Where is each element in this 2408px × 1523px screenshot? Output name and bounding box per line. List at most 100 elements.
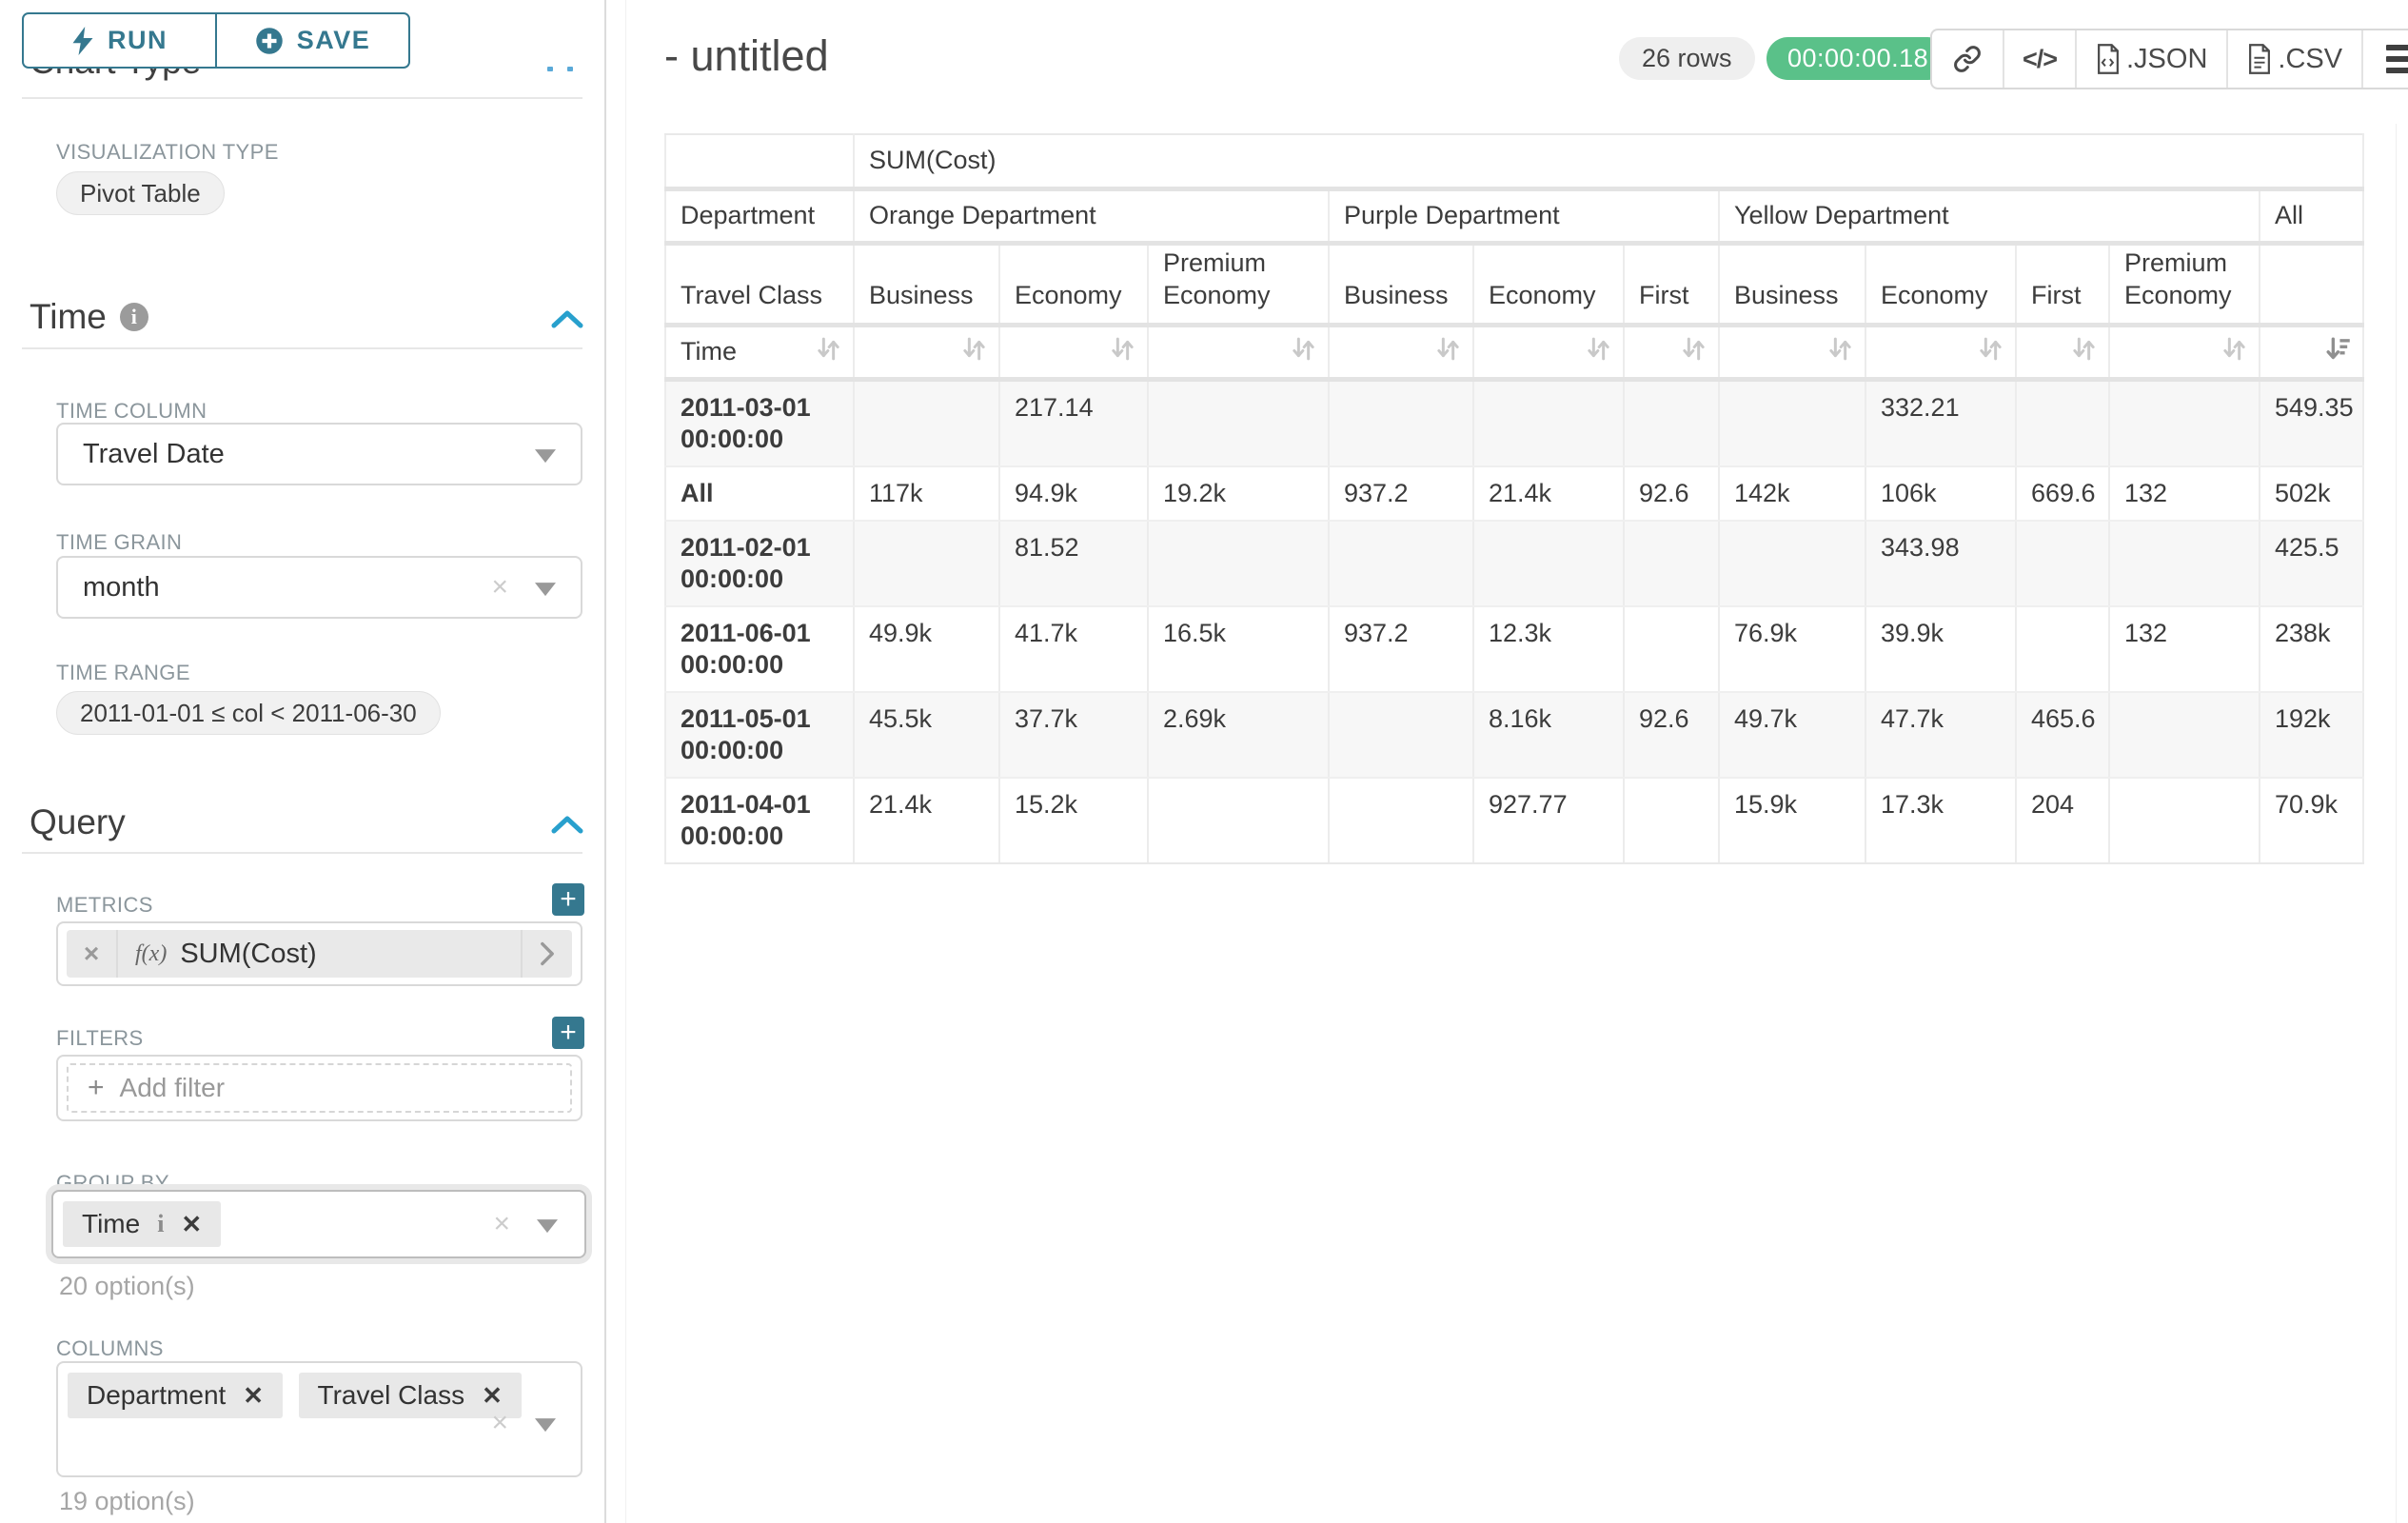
chevron-up-icon[interactable]	[550, 813, 584, 836]
time-column-select[interactable]: Travel Date	[56, 423, 582, 485]
embed-code-button[interactable]: </>	[2004, 30, 2077, 88]
run-button[interactable]: RUN	[22, 12, 216, 69]
section-divider	[22, 347, 582, 349]
panel-resize-handle[interactable]	[547, 67, 573, 71]
row-key-cell: 2011-06-01 00:00:00	[664, 605, 855, 693]
value-cell	[1623, 520, 1720, 607]
add-metric-button[interactable]: +	[552, 883, 584, 916]
table-row: All 117k 94.9k 19.2k 937.2 21.4k 92.6 142k 106k 6…	[664, 465, 2364, 522]
sort-icon[interactable]	[2220, 334, 2249, 370]
column-leaf-header	[2259, 243, 2364, 327]
value-cell	[2015, 605, 2110, 693]
metric-value: SUM(Cost)	[180, 938, 317, 969]
value-cell: 19.2k	[1147, 465, 1330, 522]
chart-title: - untitled	[664, 31, 829, 80]
export-csv-button[interactable]: .CSV	[2228, 30, 2364, 88]
value-cell: 343.98	[1865, 520, 2017, 607]
time-range-pill[interactable]: 2011-01-01 ≤ col < 2011-06-30	[56, 691, 441, 735]
sort-cell[interactable]	[1865, 325, 2017, 382]
sort-cell[interactable]	[2015, 325, 2110, 382]
value-cell: 49.9k	[853, 605, 1000, 693]
value-cell: 669.6	[2015, 465, 2110, 522]
sort-cell[interactable]	[853, 325, 1000, 382]
remove-chip-icon[interactable]: ✕	[181, 1209, 203, 1238]
sort-icon[interactable]	[1289, 334, 1318, 370]
column-group-header: Orange Department	[853, 188, 1330, 246]
save-button[interactable]: SAVE	[216, 12, 410, 69]
clear-x-icon[interactable]: ×	[491, 1407, 508, 1438]
sort-cell[interactable]	[1147, 325, 1330, 382]
add-filter-plus-button[interactable]: +	[552, 1017, 584, 1049]
remove-chip-icon[interactable]: ✕	[243, 1380, 265, 1410]
remove-metric-icon[interactable]: ×	[67, 930, 118, 978]
panel-edge-line	[625, 0, 626, 1523]
value-cell: 70.9k	[2259, 777, 2364, 864]
sort-icon[interactable]	[1108, 334, 1137, 370]
metric-body: f(x) SUM(Cost)	[118, 939, 521, 970]
hamburger-menu-icon	[2386, 45, 2408, 73]
time-section-header[interactable]: Time i	[30, 297, 148, 337]
column-group-header: All	[2259, 188, 2364, 246]
json-file-icon	[2098, 44, 2119, 74]
value-cell: 192k	[2259, 691, 2364, 779]
sort-icon[interactable]	[2069, 334, 2099, 370]
row-dimension-label[interactable]: Time	[664, 325, 855, 382]
columns-chip-travel-class[interactable]: Travel Class ✕	[298, 1373, 522, 1418]
columns-select[interactable]: Department ✕ Travel Class ✕ ×	[56, 1361, 582, 1477]
filters-control: + Add filter	[56, 1055, 582, 1121]
sort-cell[interactable]	[1718, 325, 1866, 382]
metric-pill[interactable]: × f(x) SUM(Cost)	[67, 930, 572, 978]
sort-icon[interactable]	[1433, 334, 1463, 370]
sort-cell[interactable]	[998, 325, 1149, 382]
sort-cell[interactable]	[2108, 325, 2260, 382]
remove-chip-icon[interactable]: ✕	[482, 1380, 503, 1410]
plus-circle-icon	[255, 27, 283, 54]
value-cell: 204	[2015, 777, 2110, 864]
column-leaf-header: Premium Economy	[2108, 243, 2260, 327]
section-divider	[22, 852, 582, 854]
value-cell	[1472, 379, 1625, 467]
chevron-up-icon[interactable]	[550, 307, 584, 330]
value-cell: 76.9k	[1718, 605, 1866, 693]
caret-down-icon	[535, 583, 556, 597]
sort-icon[interactable]	[1679, 334, 1708, 370]
expand-metric-icon[interactable]	[521, 930, 572, 978]
sort-cell[interactable]	[1623, 325, 1720, 382]
sort-desc-icon[interactable]	[2323, 334, 2353, 370]
share-link-button[interactable]	[1932, 30, 2004, 88]
viz-type-pill[interactable]: Pivot Table	[56, 171, 225, 215]
value-cell	[1147, 777, 1330, 864]
columns-options-hint: 19 option(s)	[59, 1487, 195, 1515]
group-by-select[interactable]: Time i ✕ ×	[51, 1190, 586, 1258]
value-cell: 238k	[2259, 605, 2364, 693]
column-leaf-header: Economy	[998, 243, 1149, 327]
sort-icon[interactable]	[1826, 334, 1855, 370]
row-key-cell: 2011-04-01 00:00:00	[664, 777, 855, 864]
info-icon: i	[157, 1210, 165, 1237]
section-divider	[22, 97, 582, 99]
query-section-header[interactable]: Query	[30, 802, 126, 842]
value-cell	[2108, 379, 2260, 467]
sort-icon[interactable]	[959, 334, 989, 370]
column-group-header: Yellow Department	[1718, 188, 2260, 246]
export-json-button[interactable]: .JSON	[2077, 30, 2229, 88]
clear-x-icon[interactable]: ×	[491, 571, 508, 603]
sort-icon[interactable]	[1584, 334, 1613, 370]
time-range-label: TIME RANGE	[56, 661, 190, 684]
clear-x-icon[interactable]: ×	[493, 1208, 510, 1239]
sort-icon[interactable]	[814, 334, 843, 370]
sort-cell[interactable]	[1328, 325, 1474, 382]
row-key-cell: All	[664, 465, 855, 522]
more-options-button[interactable]	[2363, 30, 2408, 88]
value-cell	[1623, 605, 1720, 693]
value-cell: 92.6	[1623, 691, 1720, 779]
sort-cell[interactable]	[1472, 325, 1625, 382]
value-cell: 142k	[1718, 465, 1866, 522]
time-grain-select[interactable]: month ×	[56, 556, 582, 619]
add-filter-button[interactable]: + Add filter	[67, 1063, 572, 1113]
group-by-chip-time[interactable]: Time i ✕	[63, 1201, 222, 1247]
columns-chip-department[interactable]: Department ✕	[68, 1373, 284, 1418]
sort-cell-active[interactable]	[2259, 325, 2364, 382]
sort-icon[interactable]	[1976, 334, 2005, 370]
columns-label: COLUMNS	[56, 1336, 164, 1360]
